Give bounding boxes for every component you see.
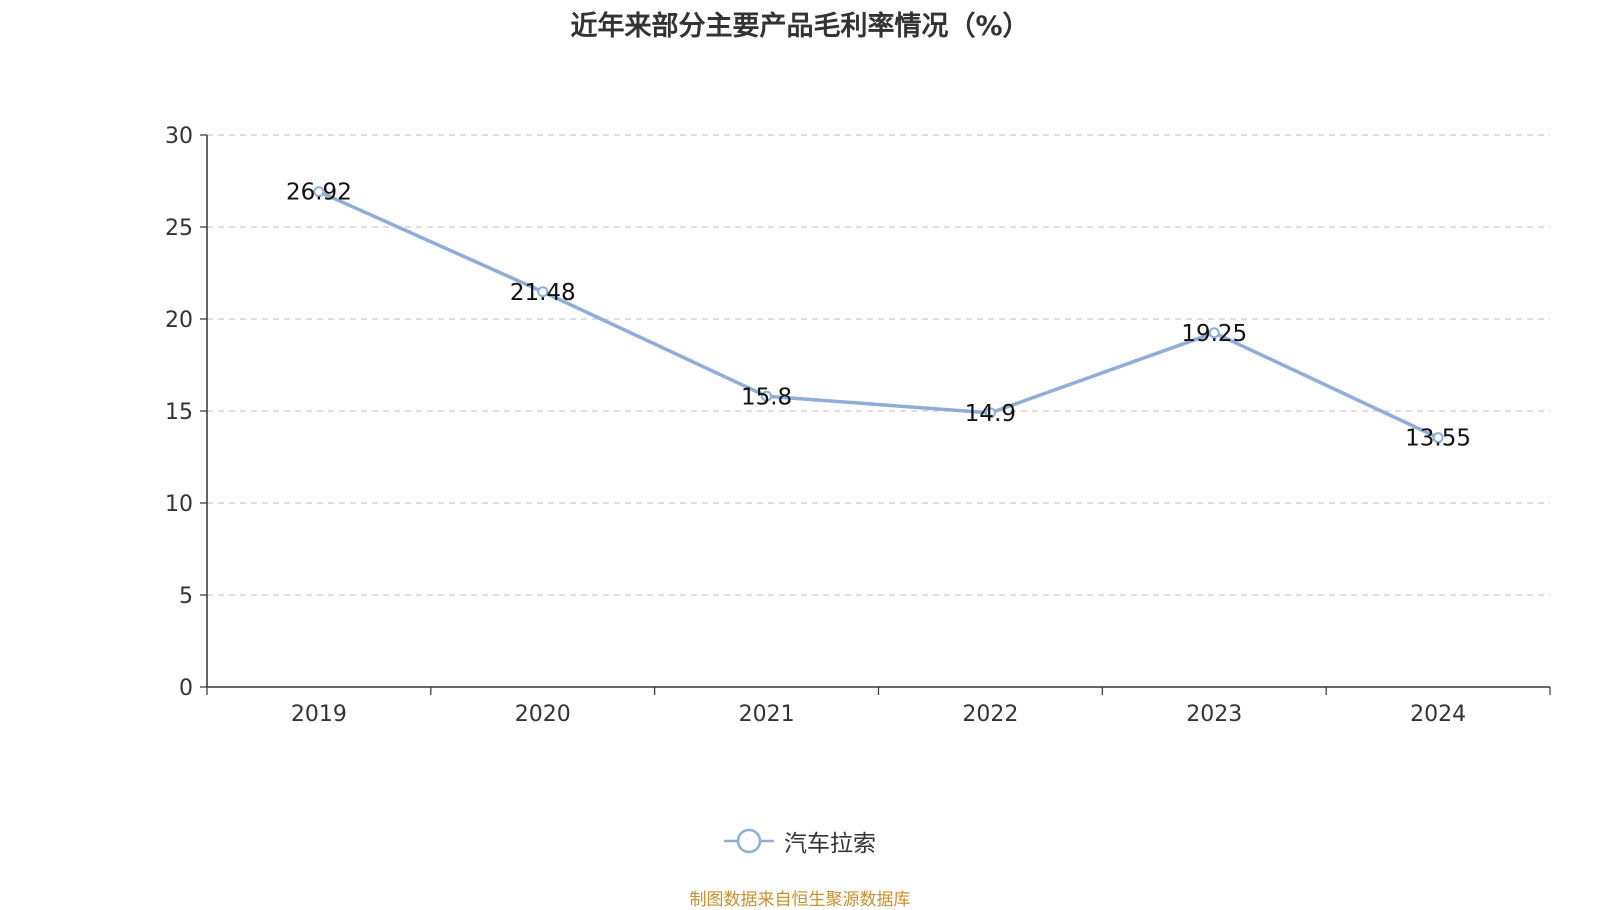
legend-line-circle-icon xyxy=(724,828,774,854)
source-note: 制图数据来自恒生聚源数据库 xyxy=(689,890,911,910)
y-tick-label: 30 xyxy=(165,124,193,149)
data-label: 15.8 xyxy=(741,384,792,410)
data-point xyxy=(1432,432,1444,444)
chart-title: 近年来部分主要产品毛利率情况（%） xyxy=(570,11,1030,42)
y-tick-label: 20 xyxy=(165,308,193,333)
data-point xyxy=(313,186,325,198)
x-tick-label: 2023 xyxy=(1186,702,1242,727)
series-line xyxy=(317,189,1440,440)
y-tick-label: 15 xyxy=(165,400,193,425)
legend-item[interactable]: 汽车拉索 xyxy=(724,824,876,858)
y-tick-label: 5 xyxy=(179,584,193,609)
x-tick-label: 2024 xyxy=(1410,702,1466,727)
grid-lines xyxy=(207,134,1550,596)
data-point xyxy=(1208,327,1220,339)
data-label: 14.9 xyxy=(965,401,1016,427)
data-label: 13.55 xyxy=(1405,426,1471,452)
data-point xyxy=(537,286,549,298)
x-tick-label: 2020 xyxy=(515,702,571,727)
axes: 0 5 10 15 20 25 30 2019 2020 2021 2022 2023 2024 xyxy=(165,124,1551,727)
data-label: 19.25 xyxy=(1181,321,1247,347)
legend-label: 汽车拉索 xyxy=(784,831,876,857)
legend: 汽车拉索 xyxy=(0,823,1600,859)
y-tick-label: 10 xyxy=(165,492,193,517)
x-tick-label: 2021 xyxy=(739,702,795,727)
x-tick-label: 2022 xyxy=(962,702,1018,727)
series-layer xyxy=(313,186,1444,444)
y-tick-label: 25 xyxy=(165,216,193,241)
data-point xyxy=(761,390,773,402)
data-label: 26.92 xyxy=(286,180,352,206)
data-point xyxy=(984,407,996,419)
x-tick-label: 2019 xyxy=(291,702,347,727)
data-labels: 26.92 21.48 15.8 14.9 19.25 13.55 xyxy=(286,180,1471,452)
data-label: 21.48 xyxy=(510,280,576,306)
y-tick-label: 0 xyxy=(179,676,193,701)
